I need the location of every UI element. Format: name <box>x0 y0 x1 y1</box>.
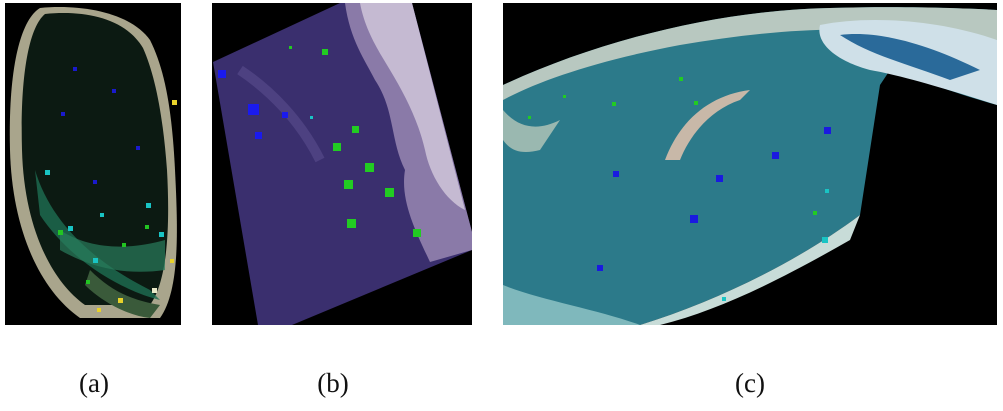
panel-b-image <box>212 3 472 325</box>
panel-a-image <box>5 3 181 325</box>
panel-label: (a) <box>79 368 109 398</box>
panel-label: (c) <box>735 368 765 398</box>
panel-c-image <box>503 3 997 325</box>
panel-label: (b) <box>317 368 348 398</box>
figure: (a) (b) (c) <box>0 0 1003 411</box>
